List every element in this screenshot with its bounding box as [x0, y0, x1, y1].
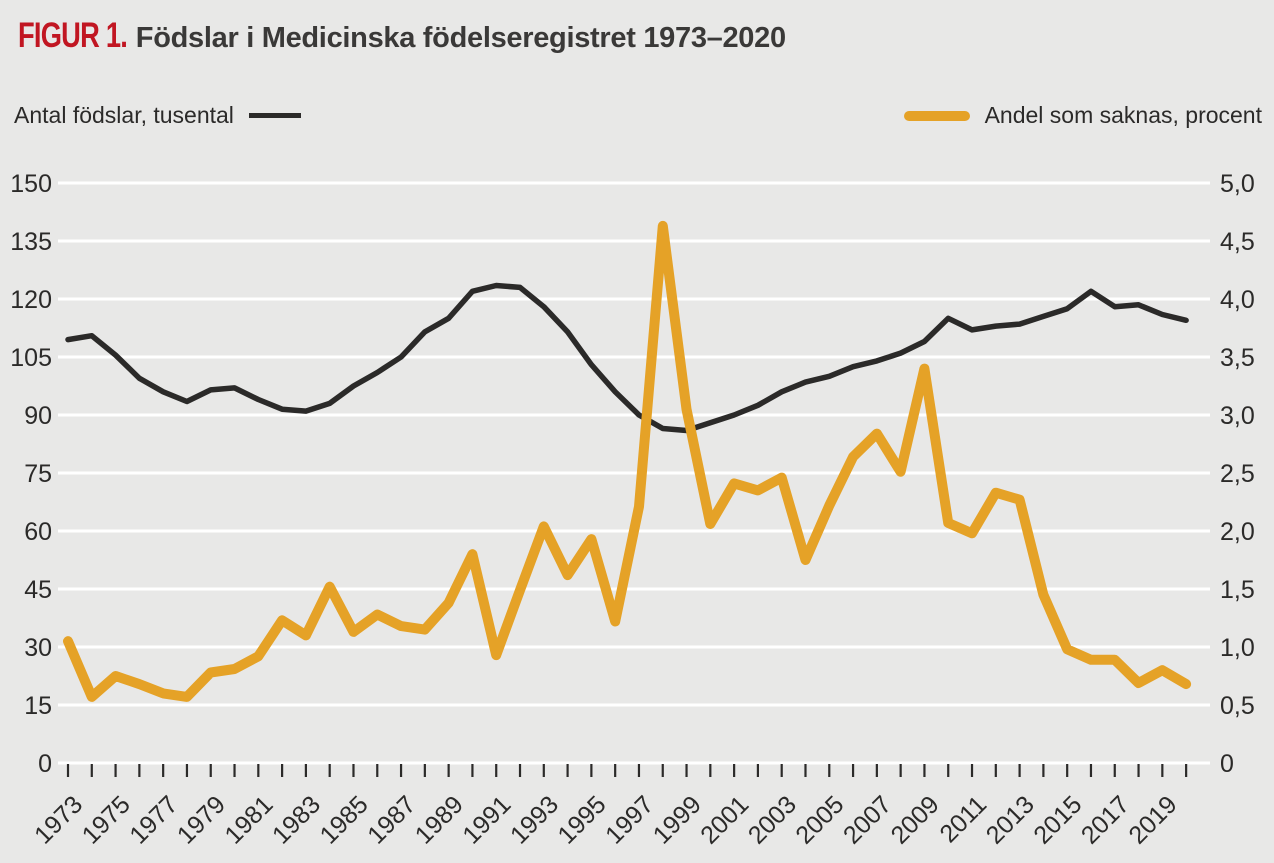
chart-legend: Antal födslar, tusental Andel som saknas… [0, 102, 1274, 129]
x-axis-label: 1993 [505, 790, 564, 849]
legend-label-births: Antal födslar, tusental [14, 102, 234, 128]
x-axis-label: 2009 [886, 790, 945, 849]
y-axis-label-left: 15 [24, 692, 52, 720]
figure-title: Födslar i Medicinska födelseregistret 19… [135, 22, 786, 54]
figure-header: FIGUR 1. Födslar i Medicinska födelsereg… [18, 16, 786, 56]
legend-item-missing: Andel som saknas, procent [903, 102, 1262, 129]
x-axis-label: 1981 [219, 790, 278, 849]
figure-number-label: FIGUR 1. [18, 16, 128, 55]
x-axis-label: 1975 [77, 790, 136, 849]
x-axis-label: 1997 [600, 790, 659, 849]
y-axis-label-right: 0 [1220, 750, 1234, 778]
y-axis-label-left: 150 [10, 170, 52, 198]
y-axis-label-left: 75 [24, 460, 52, 488]
x-axis-label: 1979 [172, 790, 231, 849]
x-axis-label: 2005 [790, 790, 849, 849]
x-axis-label: 1977 [124, 790, 183, 849]
births-line-swatch-icon [248, 113, 301, 118]
y-axis-label-left: 105 [10, 344, 52, 372]
y-axis-label-right: 4,0 [1220, 286, 1255, 314]
x-axis-label: 1985 [315, 790, 374, 849]
y-axis-label-left: 0 [38, 750, 52, 778]
missing-share-line [63, 220, 1192, 702]
y-axis-label-right: 4,5 [1220, 228, 1255, 256]
x-axis-label: 2007 [838, 790, 897, 849]
y-axis-label-left: 135 [10, 228, 52, 256]
births-line [65, 282, 1189, 434]
missing-line-swatch-icon [903, 110, 970, 121]
y-axis-label-left: 60 [24, 518, 52, 546]
y-axis-label-right: 2,5 [1220, 460, 1255, 488]
x-axis-label: 2011 [934, 790, 992, 848]
x-axis-label: 1995 [552, 790, 611, 849]
x-axis-label: 1973 [29, 790, 88, 849]
y-axis-label-left: 30 [24, 634, 52, 662]
x-axis-label: 2013 [981, 790, 1040, 849]
x-axis-label: 2001 [695, 790, 754, 849]
x-axis-label: 1991 [457, 790, 516, 849]
y-axis-label-left: 45 [24, 576, 52, 604]
y-axis-label-right: 3,0 [1220, 402, 1255, 430]
x-axis-label: 1999 [648, 790, 707, 849]
x-axis-label: 1983 [267, 790, 326, 849]
legend-label-missing: Andel som saknas, procent [984, 102, 1262, 128]
x-axis-label: 2015 [1028, 790, 1087, 849]
legend-item-births: Antal födslar, tusental [14, 102, 301, 129]
y-axis-label-right: 3,5 [1220, 344, 1255, 372]
y-axis-label-right: 1,5 [1220, 576, 1255, 604]
y-axis-label-right: 0,5 [1220, 692, 1255, 720]
y-axis-label-left: 90 [24, 402, 52, 430]
y-axis-label-left: 120 [10, 286, 52, 314]
y-axis-label-right: 2,0 [1220, 518, 1255, 546]
x-axis-label: 2017 [1076, 790, 1135, 849]
y-axis-label-right: 1,0 [1220, 634, 1255, 662]
x-axis-label: 2019 [1123, 790, 1182, 849]
x-axis-label: 2003 [743, 790, 802, 849]
x-axis-label: 1989 [410, 790, 469, 849]
x-axis-label: 1987 [362, 790, 421, 849]
y-axis-label-right: 5,0 [1220, 170, 1255, 198]
